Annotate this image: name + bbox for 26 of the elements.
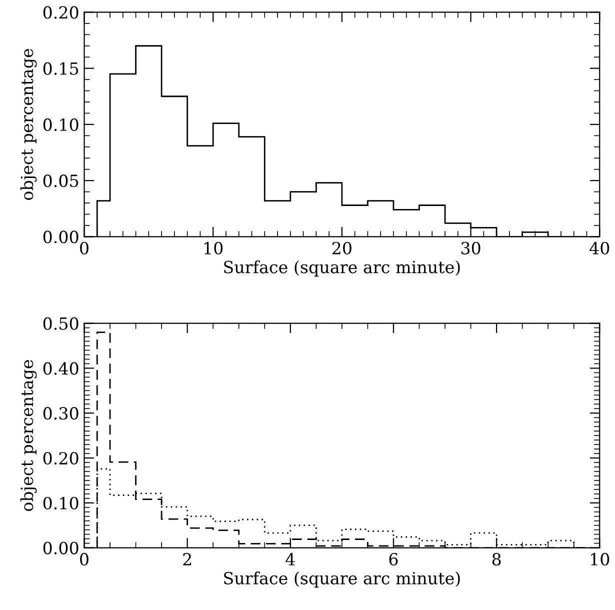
x-axis-title: Surface (square arc minute) — [224, 260, 460, 277]
x-tick-label: 4 — [286, 552, 295, 566]
x-tick-label: 10 — [204, 242, 223, 254]
x-tick-label: 0 — [80, 242, 88, 254]
x-tick-label: 2 — [183, 552, 191, 566]
y-tick-label: 0.00 — [43, 230, 78, 244]
y-tick-label: 0.15 — [43, 62, 78, 75]
y-tick-label: 0.40 — [43, 362, 78, 375]
x-tick-label: 40 — [590, 242, 610, 254]
y-tick-label: 0.50 — [43, 317, 78, 330]
x-axis-title: Surface (square arc minute) — [224, 572, 460, 588]
y-tick-label: 0.20 — [43, 452, 78, 465]
x-tick-label: 10 — [591, 552, 610, 566]
x-tick-label: 20 — [332, 242, 352, 254]
x-tick-label: 6 — [389, 552, 398, 566]
y-axis-title: object percentage — [20, 48, 37, 200]
y-tick-label: 0.00 — [43, 542, 78, 554]
y-tick-label: 0.05 — [43, 174, 78, 188]
y-tick-label: 0.20 — [43, 6, 78, 19]
y-tick-label: 0.10 — [43, 118, 78, 132]
y-tick-label: 0.30 — [43, 407, 78, 420]
x-tick-label: 8 — [492, 552, 501, 566]
x-tick-label: 0 — [80, 552, 88, 566]
x-tick-label: 30 — [461, 242, 480, 254]
y-tick-label: 0.10 — [43, 496, 78, 510]
y-axis-title: object percentage — [20, 360, 37, 512]
